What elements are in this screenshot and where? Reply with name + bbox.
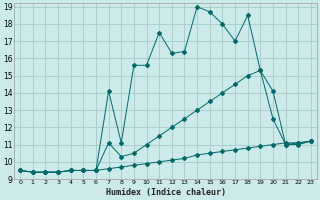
X-axis label: Humidex (Indice chaleur): Humidex (Indice chaleur) — [106, 188, 226, 197]
